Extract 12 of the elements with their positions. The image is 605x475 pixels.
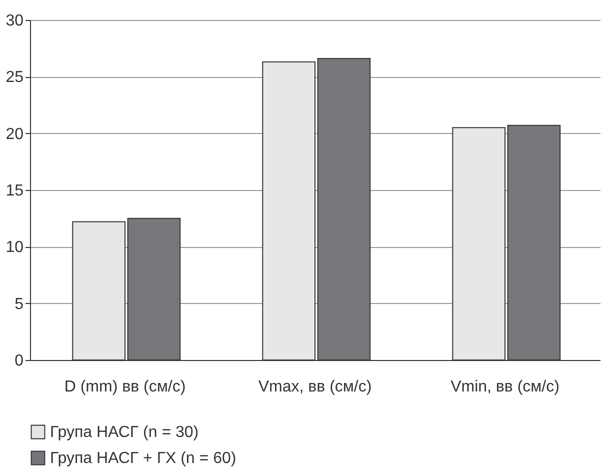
x-tick-label: Vmin, вв (см/с) [450,378,560,396]
y-tick-label: 30 [6,12,24,30]
y-tick-label: 25 [6,69,24,86]
legend-label: Група НАСГ (n = 30) [50,424,199,441]
y-tick-label: 5 [14,296,24,313]
y-tick-label: 20 [6,126,24,143]
x-tick-label: D (mm) вв (см/с) [64,378,186,396]
y-tick-label: 0 [14,352,24,370]
x-tick-label: Vmax, вв (см/с) [258,378,372,396]
legend-label: Група НАСГ + ГХ (n = 60) [50,450,236,467]
y-tick-label: 15 [6,182,24,200]
y-tick-label: 10 [6,239,24,256]
